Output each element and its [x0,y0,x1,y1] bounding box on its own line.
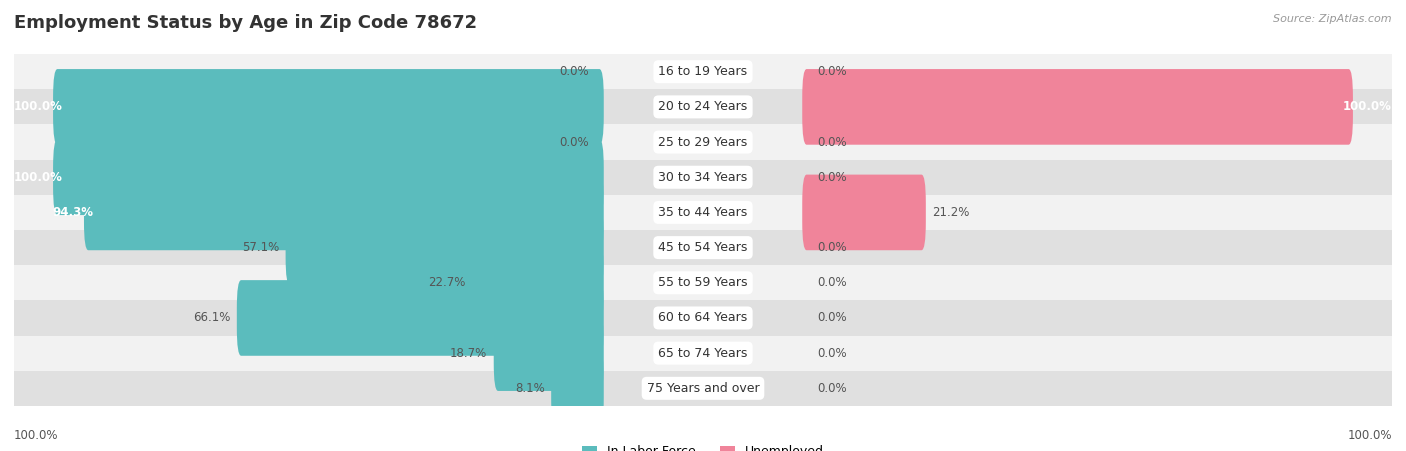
FancyBboxPatch shape [14,265,610,300]
Text: 21.2%: 21.2% [932,206,970,219]
Text: 0.0%: 0.0% [817,241,846,254]
FancyBboxPatch shape [610,195,796,230]
FancyBboxPatch shape [14,336,610,371]
FancyBboxPatch shape [796,54,1392,89]
Text: 100.0%: 100.0% [14,101,63,113]
Text: 18.7%: 18.7% [450,347,488,359]
Text: 0.0%: 0.0% [817,65,846,78]
FancyBboxPatch shape [610,160,796,195]
FancyBboxPatch shape [610,89,796,124]
Text: 30 to 34 Years: 30 to 34 Years [658,171,748,184]
Text: 0.0%: 0.0% [817,382,846,395]
Text: 20 to 24 Years: 20 to 24 Years [658,101,748,113]
Text: 0.0%: 0.0% [817,136,846,148]
FancyBboxPatch shape [14,160,610,195]
FancyBboxPatch shape [796,336,1392,371]
FancyBboxPatch shape [610,300,796,336]
Text: 22.7%: 22.7% [429,276,465,289]
Text: 100.0%: 100.0% [1347,429,1392,442]
FancyBboxPatch shape [796,89,1392,124]
FancyBboxPatch shape [494,315,603,391]
FancyBboxPatch shape [472,245,603,321]
FancyBboxPatch shape [236,280,603,356]
Text: 8.1%: 8.1% [515,382,544,395]
Text: 75 Years and over: 75 Years and over [647,382,759,395]
FancyBboxPatch shape [796,265,1392,300]
Text: 100.0%: 100.0% [1343,101,1392,113]
FancyBboxPatch shape [610,336,796,371]
FancyBboxPatch shape [796,371,1392,406]
FancyBboxPatch shape [610,371,796,406]
FancyBboxPatch shape [610,265,796,300]
FancyBboxPatch shape [803,69,1353,145]
Text: 94.3%: 94.3% [53,206,94,219]
Text: 100.0%: 100.0% [14,171,63,184]
FancyBboxPatch shape [285,210,603,285]
FancyBboxPatch shape [14,371,610,406]
Text: 0.0%: 0.0% [560,136,589,148]
Text: 16 to 19 Years: 16 to 19 Years [658,65,748,78]
FancyBboxPatch shape [53,139,603,215]
FancyBboxPatch shape [610,124,796,160]
FancyBboxPatch shape [551,350,603,426]
FancyBboxPatch shape [53,69,603,145]
FancyBboxPatch shape [803,175,925,250]
Text: 0.0%: 0.0% [817,312,846,324]
Text: Source: ZipAtlas.com: Source: ZipAtlas.com [1274,14,1392,23]
Text: 45 to 54 Years: 45 to 54 Years [658,241,748,254]
Text: 0.0%: 0.0% [560,65,589,78]
Text: 0.0%: 0.0% [817,347,846,359]
Legend: In Labor Force, Unemployed: In Labor Force, Unemployed [576,440,830,451]
Text: 57.1%: 57.1% [242,241,280,254]
FancyBboxPatch shape [14,54,610,89]
FancyBboxPatch shape [796,124,1392,160]
Text: 100.0%: 100.0% [14,429,59,442]
Text: 35 to 44 Years: 35 to 44 Years [658,206,748,219]
Text: 66.1%: 66.1% [193,312,231,324]
Text: 0.0%: 0.0% [817,276,846,289]
Text: 25 to 29 Years: 25 to 29 Years [658,136,748,148]
Text: 60 to 64 Years: 60 to 64 Years [658,312,748,324]
Text: 65 to 74 Years: 65 to 74 Years [658,347,748,359]
Text: 0.0%: 0.0% [817,171,846,184]
FancyBboxPatch shape [610,230,796,265]
FancyBboxPatch shape [14,195,610,230]
FancyBboxPatch shape [14,89,610,124]
FancyBboxPatch shape [610,54,796,89]
FancyBboxPatch shape [796,195,1392,230]
FancyBboxPatch shape [14,300,610,336]
FancyBboxPatch shape [796,300,1392,336]
FancyBboxPatch shape [796,160,1392,195]
FancyBboxPatch shape [84,175,603,250]
Text: Employment Status by Age in Zip Code 78672: Employment Status by Age in Zip Code 786… [14,14,477,32]
FancyBboxPatch shape [14,230,610,265]
Text: 55 to 59 Years: 55 to 59 Years [658,276,748,289]
FancyBboxPatch shape [796,230,1392,265]
FancyBboxPatch shape [14,124,610,160]
